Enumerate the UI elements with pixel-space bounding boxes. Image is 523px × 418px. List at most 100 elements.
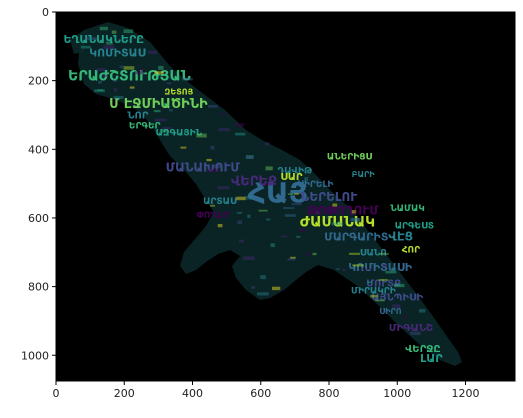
y-tick-label: 800 bbox=[28, 281, 49, 294]
cloud-word: ԿՈՄԻՏԱՍԻ bbox=[348, 261, 412, 274]
texture-glyph bbox=[312, 252, 317, 256]
cloud-word: ՆԵՐԵԼՈՒ bbox=[301, 190, 358, 204]
axes-frame bbox=[55, 11, 516, 382]
texture-glyph bbox=[260, 275, 266, 280]
cloud-word: Մ ԷՋՄԻԱԾԻՆԻ bbox=[109, 97, 208, 112]
x-tick-label: 0 bbox=[53, 387, 60, 400]
texture-glyph bbox=[245, 155, 254, 159]
texture-glyph bbox=[283, 207, 295, 209]
cloud-word: ՀԱՅ bbox=[248, 177, 308, 210]
texture-glyph bbox=[331, 222, 344, 226]
bird-body-shape bbox=[78, 22, 462, 366]
texture-glyph bbox=[209, 204, 216, 207]
bird-silhouette: ՀԱՅ ԵՐԱԺՇՏՈՒԹՅԱՆ ԺԱՄԱՆԱԿ Մ ԷՋՄԻԱԾԻՆԻ ԵՂԱՆԱԿՆ… bbox=[63, 22, 462, 366]
x-tick-label: 400 bbox=[182, 387, 203, 400]
texture-glyph bbox=[123, 66, 135, 70]
texture-glyph bbox=[290, 256, 296, 259]
texture-glyph bbox=[103, 45, 115, 50]
texture-glyph bbox=[96, 68, 106, 72]
cloud-word: ԱՅՆՊԻՍԻ bbox=[372, 292, 424, 303]
texture-glyph bbox=[272, 286, 281, 291]
cloud-word: ԲԱՐԻ bbox=[352, 170, 376, 179]
texture-glyph bbox=[353, 228, 357, 231]
texture-glyph bbox=[129, 86, 135, 89]
texture-glyph bbox=[350, 218, 360, 222]
texture-glyph bbox=[137, 37, 142, 40]
cloud-word: ԱՐՏԱՍ bbox=[203, 197, 237, 207]
texture-glyph bbox=[256, 292, 269, 296]
x-tick-label: 200 bbox=[114, 387, 135, 400]
cloud-word: ՆՈՐ bbox=[127, 110, 148, 121]
texture-glyph bbox=[106, 41, 113, 45]
cloud-word: ՄԱՆԱԽՈՒՄ bbox=[166, 161, 241, 175]
x-tick-label: 800 bbox=[319, 387, 340, 400]
texture-glyph bbox=[236, 196, 246, 201]
texture-glyph bbox=[98, 80, 103, 84]
texture-glyph bbox=[378, 279, 389, 281]
texture-glyph bbox=[304, 177, 309, 182]
cloud-word: ԴԱՎԻԹ bbox=[278, 166, 313, 176]
texture-glyph bbox=[258, 209, 268, 212]
texture-glyph bbox=[315, 211, 320, 215]
texture-glyph bbox=[266, 218, 271, 221]
x-tick-label: 1000 bbox=[383, 387, 411, 400]
texture-glyph bbox=[218, 113, 228, 116]
cloud-word: ԵՐԱԺՇՏՈՒԹՅԱՆ bbox=[68, 69, 191, 85]
cloud-word: ԼԱՐ bbox=[420, 352, 443, 365]
texture-glyph bbox=[284, 214, 296, 217]
texture-glyph bbox=[410, 331, 421, 336]
texture-glyph bbox=[360, 268, 372, 270]
texture-glyph bbox=[294, 193, 299, 195]
texture-glyph bbox=[264, 183, 268, 187]
texture-glyph bbox=[180, 146, 187, 149]
cloud-word: ԿՈՄԻՏԱՍ bbox=[89, 47, 145, 60]
cloud-word: ՎԵՐՋԸ bbox=[405, 344, 440, 355]
texture-glyph bbox=[141, 67, 145, 72]
texture-glyph bbox=[236, 211, 242, 214]
cloud-word: ԱՐԳԵՍՏ bbox=[395, 221, 434, 231]
cloud-word: ՎԷՑ bbox=[388, 229, 413, 243]
cloud-word: ՆԱՄԱԿ bbox=[390, 204, 425, 214]
cloud-word: ՄՈՒՏՔ bbox=[366, 279, 401, 290]
cloud-word: ԹՈՓՈՂՈՒՄ bbox=[307, 204, 380, 218]
texture-glyph bbox=[147, 50, 158, 54]
texture-glyph bbox=[235, 132, 246, 136]
texture-glyph bbox=[217, 224, 223, 228]
texture-glyph bbox=[111, 30, 117, 34]
texture-glyph bbox=[418, 309, 426, 313]
texture-glyph bbox=[370, 294, 378, 298]
texture-glyph bbox=[351, 217, 362, 221]
texture-glyph bbox=[167, 82, 172, 85]
x-axis: 0 200 400 600 800 1000 1200 bbox=[53, 381, 480, 400]
cloud-word: ԱԶԳԱՅԻՆ bbox=[156, 129, 203, 139]
texture-glyph bbox=[402, 315, 407, 319]
texture-glyph bbox=[296, 235, 301, 238]
bird-beak-shape bbox=[70, 30, 84, 54]
cloud-word: ՍԱՐ bbox=[280, 172, 302, 183]
texture-glyph bbox=[113, 95, 124, 100]
cloud-word: ՀՈՐ bbox=[402, 245, 420, 255]
y-tick-label: 400 bbox=[28, 143, 49, 156]
texture-glyph bbox=[265, 166, 273, 171]
y-tick-label: 0 bbox=[42, 6, 49, 19]
texture-glyph bbox=[162, 127, 173, 129]
texture-glyph bbox=[113, 79, 118, 82]
cloud-word: ԱՆԵՐԻՑՍ bbox=[327, 153, 373, 163]
texture-glyph bbox=[393, 283, 405, 288]
texture-glyph bbox=[248, 156, 253, 159]
texture-glyph bbox=[81, 45, 91, 49]
texture-glyph bbox=[218, 128, 230, 132]
texture-glyph bbox=[367, 281, 373, 284]
cloud-word: ՄԻԳԱՆՇ bbox=[389, 323, 433, 334]
texture-glyph bbox=[246, 155, 251, 158]
texture-glyph bbox=[161, 129, 168, 133]
texture-glyph bbox=[210, 145, 215, 150]
cloud-word: ԵՐԳԵՐ bbox=[129, 122, 161, 132]
texture-glyph bbox=[245, 196, 253, 200]
x-tick-label: 1200 bbox=[452, 387, 480, 400]
cloud-word: ԵՂԱՆԱԿՆԵՐԸ bbox=[63, 33, 144, 46]
texture-glyph bbox=[155, 118, 167, 122]
texture-glyph bbox=[154, 71, 164, 75]
texture-glyph bbox=[280, 235, 288, 238]
